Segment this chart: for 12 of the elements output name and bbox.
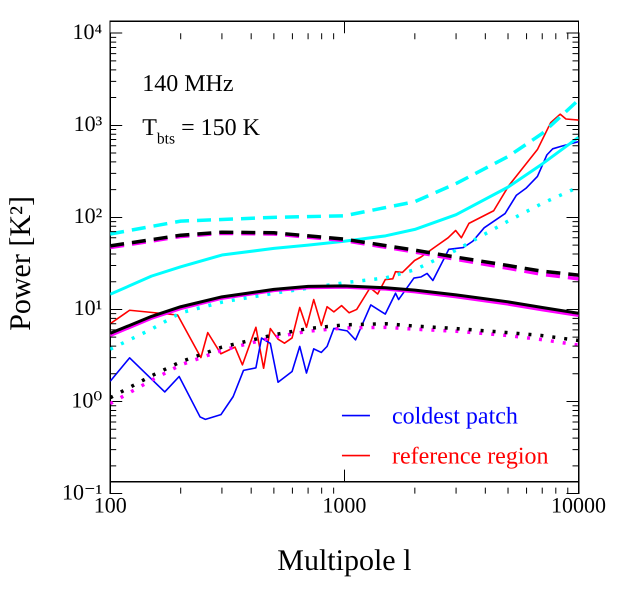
y-tick-label: 10²	[74, 203, 103, 228]
y-tick-label: 10³	[74, 111, 103, 136]
y-axis-title: Power [K²]	[4, 196, 37, 331]
y-tick-label: 10¹	[74, 295, 102, 320]
x-tick-label: 10000	[551, 492, 606, 518]
x-axis-title: Multipole l	[277, 544, 412, 577]
legend-label: coldest patch	[392, 404, 518, 430]
y-tick-label: 10⁴	[72, 18, 103, 44]
x-tick-label: 1000	[322, 492, 366, 518]
annotation: 140 MHz	[142, 71, 234, 98]
legend-label: reference region	[392, 444, 549, 470]
y-tick-label: 10⁰	[71, 387, 102, 412]
